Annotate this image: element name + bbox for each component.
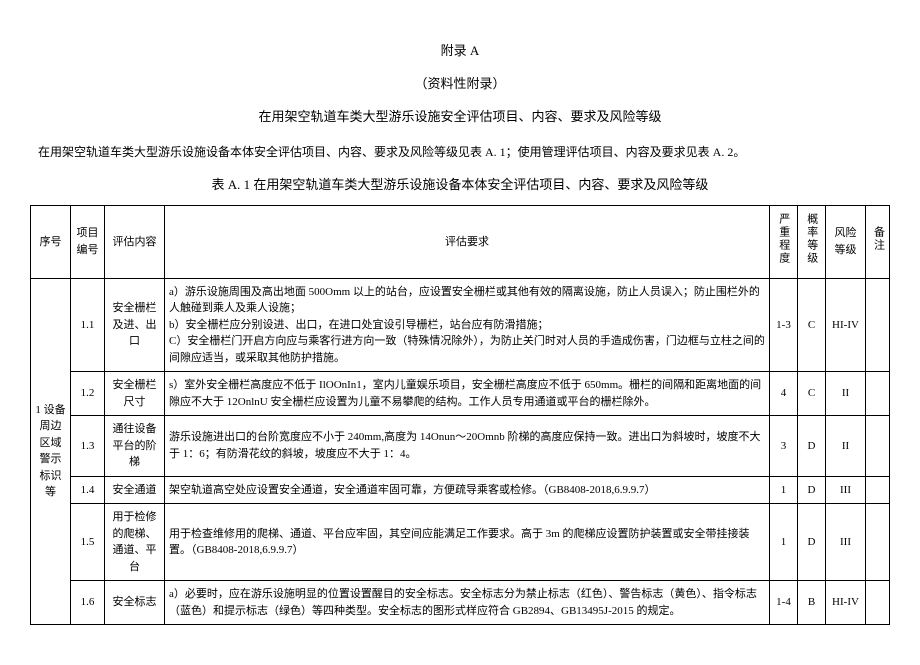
cell-risk: HI-IV	[826, 581, 866, 625]
cell-item-no: 1.1	[71, 278, 105, 372]
col-severity: 严重程度	[770, 206, 798, 279]
col-probability: 概率等级	[798, 206, 826, 279]
cell-item-no: 1.3	[71, 416, 105, 477]
table-body: 1 设备周边区域警示标识等1.1安全栅栏及进、出口a）游乐设施周围及高出地面 5…	[31, 278, 890, 625]
cell-severity: 1-4	[770, 581, 798, 625]
col-risk: 风险等级	[826, 206, 866, 279]
category-cell: 1 设备周边区域警示标识等	[31, 278, 71, 625]
cell-requirement: a）必要时，应在游乐设施明显的位置设置醒目的安全标志。安全标志分为禁止标志（红色…	[165, 581, 770, 625]
cell-note	[866, 372, 890, 416]
cell-item-no: 1.6	[71, 581, 105, 625]
table-row: 1.6安全标志a）必要时，应在游乐设施明显的位置设置醒目的安全标志。安全标志分为…	[31, 581, 890, 625]
cell-severity: 4	[770, 372, 798, 416]
cell-note	[866, 581, 890, 625]
cell-probability: D	[798, 476, 826, 504]
cell-item-no: 1.5	[71, 504, 105, 581]
cell-requirement: 游乐设施进出口的台阶宽度应不小于 240mm,高度为 14Onun～20Omnb…	[165, 416, 770, 477]
table-row: 1.4安全通道架空轨道高空处应设置安全通道，安全通道牢固可靠，方便疏导乘客或检修…	[31, 476, 890, 504]
cell-risk: II	[826, 372, 866, 416]
appendix-sub: （资料性附录）	[30, 73, 890, 92]
cell-item-no: 1.2	[71, 372, 105, 416]
col-note: 备注	[866, 206, 890, 279]
table-row: 1.2安全栅栏尺寸s）室外安全栅栏高度应不低于 IlOOnIn1，室内儿童娱乐项…	[31, 372, 890, 416]
cell-probability: D	[798, 416, 826, 477]
cell-requirement: s）室外安全栅栏高度应不低于 IlOOnIn1，室内儿童娱乐项目，安全栅栏高度应…	[165, 372, 770, 416]
cell-risk: HI-IV	[826, 278, 866, 372]
cell-item: 安全通道	[105, 476, 165, 504]
cell-requirement: 用于检查维修用的爬梯、通道、平台应牢固，其空间应能满足工作要求。高于 3m 的爬…	[165, 504, 770, 581]
cell-probability: B	[798, 581, 826, 625]
cell-item-no: 1.4	[71, 476, 105, 504]
cell-item: 通往设备平台的阶梯	[105, 416, 165, 477]
cell-probability: C	[798, 278, 826, 372]
document-header: 附录 A （资料性附录） 在用架空轨道车类大型游乐设施安全评估项目、内容、要求及…	[30, 40, 890, 125]
table-row: 1.5用于检修的爬梯、通道、平台用于检查维修用的爬梯、通道、平台应牢固，其空间应…	[31, 504, 890, 581]
cell-note	[866, 416, 890, 477]
cell-severity: 3	[770, 416, 798, 477]
cell-probability: D	[798, 504, 826, 581]
appendix-label: 附录 A	[30, 40, 890, 59]
cell-item: 安全栅栏尺寸	[105, 372, 165, 416]
cell-note	[866, 476, 890, 504]
cell-probability: C	[798, 372, 826, 416]
intro-text: 在用架空轨道车类大型游乐设施设备本体安全评估项目、内容、要求及风险等级见表 A.…	[30, 143, 890, 160]
cell-risk: III	[826, 476, 866, 504]
document-title: 在用架空轨道车类大型游乐设施安全评估项目、内容、要求及风险等级	[30, 106, 890, 125]
table-head: 序号 项目编号 评估内容 评估要求 严重程度 概率等级 风险等级 备注	[31, 206, 890, 279]
col-req: 评估要求	[165, 206, 770, 279]
cell-requirement: a）游乐设施周围及高出地面 500Omm 以上的站台，应设置安全栅栏或其他有效的…	[165, 278, 770, 372]
table-caption: 表 A. 1 在用架空轨道车类大型游乐设施设备本体安全评估项目、内容、要求及风险…	[30, 174, 890, 193]
cell-item: 安全栅栏及进、出口	[105, 278, 165, 372]
cell-severity: 1	[770, 504, 798, 581]
table-row: 1.3通往设备平台的阶梯游乐设施进出口的台阶宽度应不小于 240mm,高度为 1…	[31, 416, 890, 477]
cell-severity: 1	[770, 476, 798, 504]
cell-item: 安全标志	[105, 581, 165, 625]
cell-risk: III	[826, 504, 866, 581]
cell-requirement: 架空轨道高空处应设置安全通道，安全通道牢固可靠，方便疏导乘客或检修。（GB840…	[165, 476, 770, 504]
cell-note	[866, 504, 890, 581]
col-itemno: 项目编号	[71, 206, 105, 279]
col-item: 评估内容	[105, 206, 165, 279]
col-seq: 序号	[31, 206, 71, 279]
evaluation-table: 序号 项目编号 评估内容 评估要求 严重程度 概率等级 风险等级 备注 1 设备…	[30, 205, 890, 625]
cell-risk: II	[826, 416, 866, 477]
cell-severity: 1-3	[770, 278, 798, 372]
table-row: 1 设备周边区域警示标识等1.1安全栅栏及进、出口a）游乐设施周围及高出地面 5…	[31, 278, 890, 372]
cell-item: 用于检修的爬梯、通道、平台	[105, 504, 165, 581]
cell-note	[866, 278, 890, 372]
